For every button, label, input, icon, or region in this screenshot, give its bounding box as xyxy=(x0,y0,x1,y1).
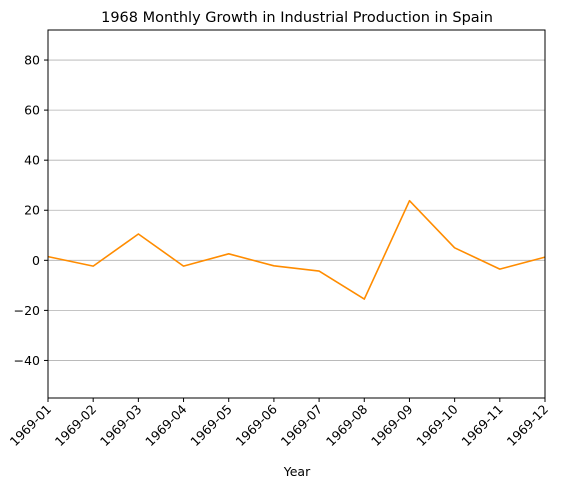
series-line xyxy=(47,199,546,300)
y-tick-label: 0 xyxy=(32,253,40,268)
x-tick-label: 1969-05 xyxy=(187,402,235,450)
x-tick-label: 1969-12 xyxy=(504,402,552,450)
y-gridlines xyxy=(48,59,545,361)
y-tick-label: −20 xyxy=(14,303,40,318)
y-tick-label: 80 xyxy=(24,53,40,68)
x-tick-label: 1969-09 xyxy=(368,401,416,449)
x-tick-label: 1969-11 xyxy=(458,402,506,450)
x-tick-label: 1969-06 xyxy=(232,401,280,449)
plot-frame xyxy=(47,29,546,399)
y-tick-label: −40 xyxy=(14,353,40,368)
y-tick-label: 40 xyxy=(24,153,40,168)
x-tick-label: 1969-03 xyxy=(97,402,145,450)
x-tick-label: 1969-04 xyxy=(142,401,190,449)
x-tick-label: 1969-01 xyxy=(7,402,55,450)
series-group xyxy=(47,199,546,300)
x-tick-label: 1969-08 xyxy=(323,401,371,449)
x-tick-label: 1969-02 xyxy=(52,402,100,450)
x-tick-label: 1969-10 xyxy=(413,401,461,449)
x-axis-label: Year xyxy=(283,464,311,479)
y-tick-label: 20 xyxy=(24,203,40,218)
chart-title: 1968 Monthly Growth in Industrial Produc… xyxy=(101,10,493,26)
x-axis-ticks: 1969-011969-021969-031969-041969-051969-… xyxy=(7,398,552,450)
y-tick-label: 60 xyxy=(24,103,40,118)
y-axis-ticks: −40 −20 0 20 40 60 80 xyxy=(14,53,48,368)
x-tick-label: 1969-07 xyxy=(278,402,326,450)
